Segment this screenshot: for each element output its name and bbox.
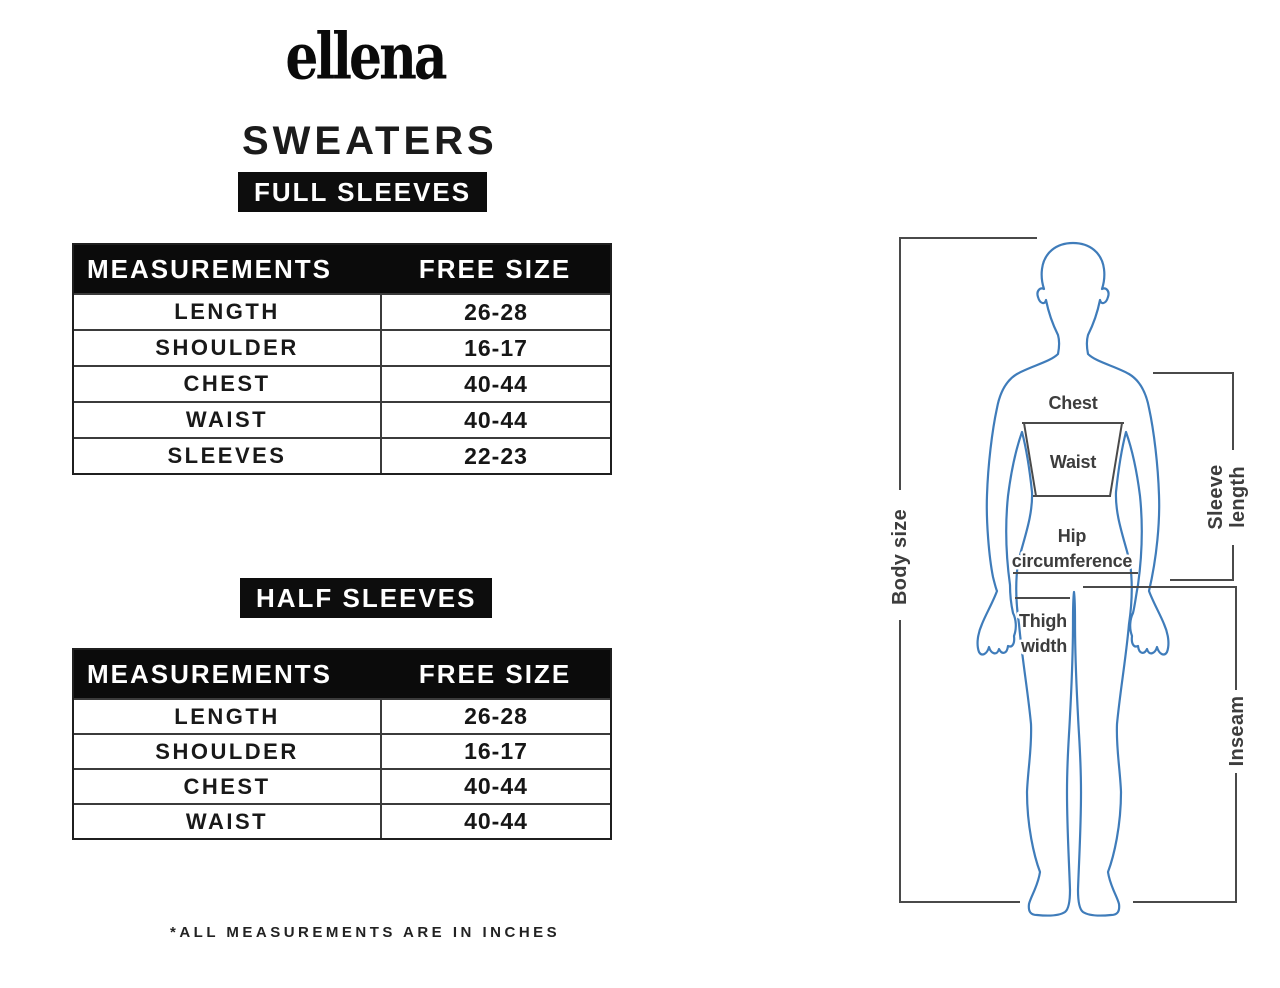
thigh-label-line1: Thigh [1019,611,1067,631]
free-size-header: FREE SIZE [418,658,572,689]
waist-label: Waist [1050,452,1097,472]
measurement-label: SHOULDER [155,738,299,764]
measurement-value: 22-23 [380,439,610,473]
table-row: CHEST 40-44 [74,365,610,401]
measurement-label: WAIST [185,407,269,432]
measurement-value: 16-17 [380,331,610,365]
measurement-label: CHEST [183,773,271,799]
chest-label: Chest [1048,393,1097,413]
table-row: SHOULDER 16-17 [74,329,610,365]
measurement-label: LENGTH [174,703,280,729]
inseam-label: Inseam [1226,696,1248,767]
measurement-value: 40-44 [380,367,610,401]
free-size-header: FREE SIZE [418,253,572,284]
sleeve-length-label-line2: length [1227,466,1249,528]
measurement-label: SLEEVES [167,443,287,468]
measurements-header: MEASUREMENTS [87,658,333,689]
measurements-header: MEASUREMENTS [87,253,333,284]
measurement-value: 26-28 [380,295,610,329]
table-header-row: MEASUREMENTS FREE SIZE [74,245,610,293]
measurement-value: 40-44 [380,805,610,838]
measurements-footnote: *ALL MEASUREMENTS ARE IN INCHES [170,924,561,941]
body-measurement-diagram: Chest Waist Hip circumference Thigh widt… [887,237,1252,917]
half-sleeves-table: MEASUREMENTS FREE SIZE LENGTH 26-28 SHOU… [72,648,612,840]
hip-label-line1: Hip [1058,526,1087,546]
sleeve-length-label-line1: Sleeve [1205,464,1227,529]
thigh-label-line2: width [1020,636,1067,656]
measurement-value: 40-44 [380,403,610,437]
sleeve-length-label: Sleevelength [1205,464,1249,529]
hip-label-line2: circumference [1012,551,1133,571]
table-row: WAIST 40-44 [74,803,610,838]
table-row: LENGTH 26-28 [74,293,610,329]
measurement-label: CHEST [183,371,271,396]
table-row: SLEEVES 22-23 [74,437,610,473]
half-sleeves-badge: HALF SLEEVES [240,578,493,618]
page-title: SWEATERS [242,119,498,163]
table-row: WAIST 40-44 [74,401,610,437]
table-row: LENGTH 26-28 [74,698,610,733]
inseam-bracket [1083,586,1237,903]
table-row: CHEST 40-44 [74,768,610,803]
measurement-label: LENGTH [174,299,280,324]
table-header-row: MEASUREMENTS FREE SIZE [74,650,610,698]
torso-measure-lines [1013,422,1138,599]
chest-waist-side-left [1023,422,1037,497]
full-sleeves-table: MEASUREMENTS FREE SIZE LENGTH 26-28 SHOU… [72,243,612,475]
measurement-value: 16-17 [380,735,610,768]
measurement-value: 26-28 [380,700,610,733]
brand-logo: ellena [285,20,447,95]
chest-waist-side-right [1109,422,1123,497]
measurement-label: WAIST [185,808,269,834]
full-sleeves-badge: FULL SLEEVES [238,172,488,212]
sleeve-length-bracket [1153,372,1234,581]
body-outline [976,241,1170,917]
measurement-value: 40-44 [380,770,610,803]
body-size-label: Body size [889,509,911,605]
table-row: SHOULDER 16-17 [74,733,610,768]
measurement-label: SHOULDER [155,335,299,360]
body-size-bracket [899,237,1037,903]
